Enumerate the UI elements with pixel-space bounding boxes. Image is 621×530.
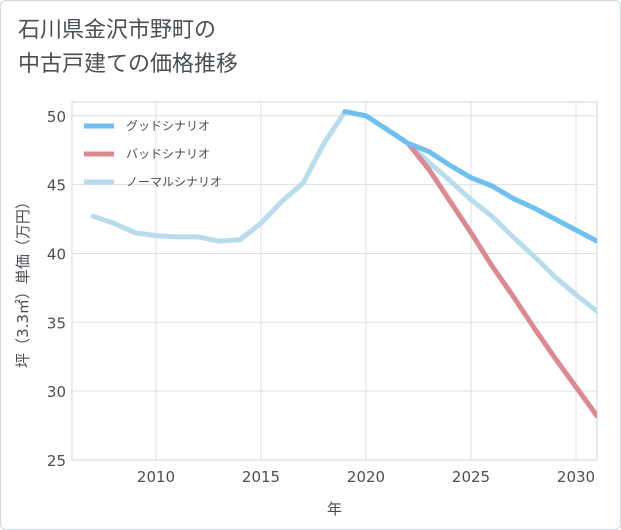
legend-item[interactable]: ノーマルシナリオ xyxy=(84,175,222,189)
legend-label: グッドシナリオ xyxy=(126,119,210,133)
y-tick-label: 35 xyxy=(47,314,66,332)
axis-ticks: 2010 2015 2020 2025 2030 25 30 35 40 45 50 xyxy=(47,108,595,486)
legend-label: バッドシナリオ xyxy=(126,147,210,161)
legend-item[interactable]: グッドシナリオ xyxy=(84,119,210,133)
y-axis-title: 坪（3.3㎡）単価（万円） xyxy=(14,194,32,368)
chart-title-line-1: 石川県金沢市野町の xyxy=(18,18,217,43)
series-layer xyxy=(90,109,597,419)
y-tick-label: 30 xyxy=(47,383,66,401)
plot-area-border xyxy=(71,101,598,461)
chart-title-line-2: 中古戸建ての価格推移 xyxy=(18,52,239,77)
x-tick-label: 2030 xyxy=(557,468,595,486)
chart-title: 石川県金沢市野町の 中古戸建ての価格推移 xyxy=(18,14,238,82)
legend-label: ノーマルシナリオ xyxy=(126,175,222,189)
x-tick-label: 2025 xyxy=(452,468,490,486)
x-tick-label: 2015 xyxy=(242,468,280,486)
legend-item[interactable]: バッドシナリオ xyxy=(84,147,210,161)
series-line xyxy=(90,109,597,314)
y-tick-label: 40 xyxy=(47,245,66,263)
x-axis-title: 年 xyxy=(327,500,342,518)
series-line xyxy=(405,140,597,419)
y-tick-label: 50 xyxy=(47,108,66,126)
y-tick-label: 45 xyxy=(47,177,66,195)
y-tick-label: 25 xyxy=(47,452,66,470)
x-tick-label: 2010 xyxy=(137,468,175,486)
x-tick-label: 2020 xyxy=(347,468,385,486)
grid-lines xyxy=(72,102,597,461)
series-line xyxy=(342,109,597,244)
